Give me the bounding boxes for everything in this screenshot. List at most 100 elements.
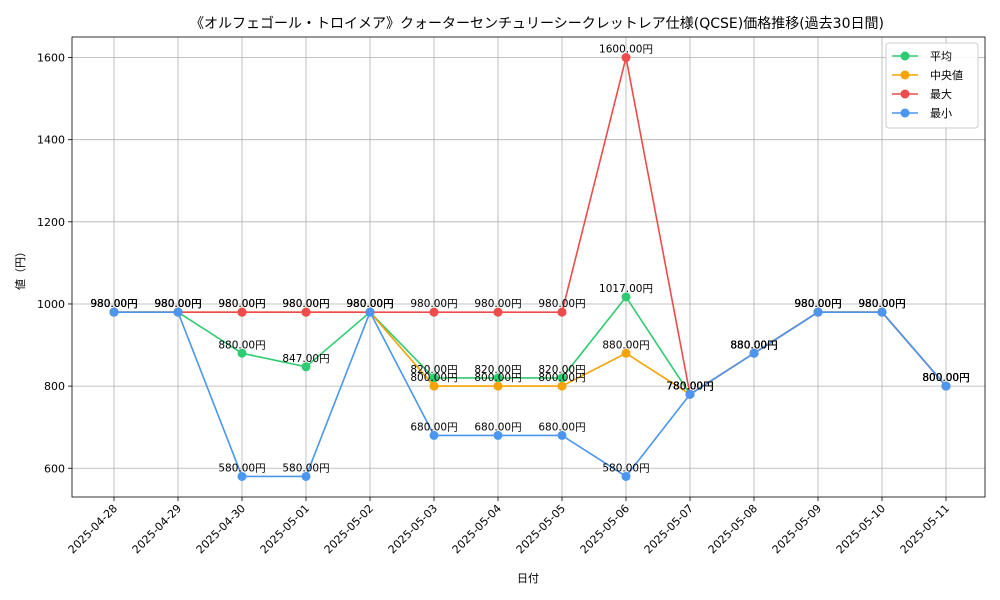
data-label: 800.00円 xyxy=(922,372,969,384)
data-label: 980.00円 xyxy=(794,298,841,310)
legend-label: 最大 xyxy=(930,87,952,101)
data-label: 800.00円 xyxy=(922,372,969,384)
data-label: 847.00円 xyxy=(282,353,329,365)
data-label: 800.00円 xyxy=(538,372,585,384)
data-label: 780.00円 xyxy=(666,380,713,392)
data-label: 980.00円 xyxy=(538,298,585,310)
y-tick-label: 600 xyxy=(44,462,65,475)
data-point xyxy=(429,373,439,383)
data-label: 820.00円 xyxy=(410,364,457,376)
data-label: 820.00円 xyxy=(474,364,521,376)
data-point xyxy=(621,292,631,302)
y-tick-label: 1400 xyxy=(37,134,65,147)
data-point xyxy=(749,348,759,358)
series-layer xyxy=(109,53,951,481)
data-label: 800.00円 xyxy=(922,372,969,384)
legend-marker xyxy=(900,70,910,80)
data-label: 980.00円 xyxy=(474,298,521,310)
data-point xyxy=(237,307,247,317)
data-point xyxy=(301,362,311,372)
data-point xyxy=(237,348,247,358)
data-label: 980.00円 xyxy=(346,298,393,310)
data-label: 980.00円 xyxy=(90,298,137,310)
data-point xyxy=(365,307,375,317)
data-point xyxy=(301,471,311,481)
data-point xyxy=(429,307,439,317)
data-label: 980.00円 xyxy=(90,298,137,310)
data-point xyxy=(621,348,631,358)
data-label: 880.00円 xyxy=(730,339,777,351)
y-tick-label: 800 xyxy=(44,380,65,393)
x-tick-label: 2025-05-09 xyxy=(770,502,824,556)
data-label: 980.00円 xyxy=(858,298,905,310)
data-label: 980.00円 xyxy=(218,298,265,310)
data-label: 800.00円 xyxy=(922,372,969,384)
data-point xyxy=(557,373,567,383)
legend-label: 平均 xyxy=(930,50,952,63)
x-tick-label: 2025-05-11 xyxy=(898,502,952,556)
y-tick-label: 1600 xyxy=(37,52,65,65)
x-tick-label: 2025-04-29 xyxy=(130,502,184,556)
data-point xyxy=(493,430,503,440)
data-label: 580.00円 xyxy=(282,462,329,474)
data-label: 980.00円 xyxy=(154,298,201,310)
data-label: 980.00円 xyxy=(858,298,905,310)
legend-label: 中央値 xyxy=(930,69,963,82)
data-label: 980.00円 xyxy=(858,298,905,310)
data-label: 980.00円 xyxy=(410,298,457,310)
data-label: 780.00円 xyxy=(666,380,713,392)
y-axis-label: 値（円） xyxy=(14,246,27,290)
series-line xyxy=(114,310,947,478)
data-label: 800.00円 xyxy=(474,372,521,384)
data-label: 800.00円 xyxy=(410,372,457,384)
data-point xyxy=(493,381,503,391)
legend-marker xyxy=(900,108,910,118)
data-label: 980.00円 xyxy=(154,298,201,310)
data-labels: 980.00円 980.00円 880.00円 847.00円 980.00円 820.0… xyxy=(90,44,969,475)
data-label: 680.00円 xyxy=(538,421,585,433)
data-point xyxy=(429,381,439,391)
data-label: 580.00円 xyxy=(218,462,265,474)
data-label: 680.00円 xyxy=(474,421,521,433)
data-point xyxy=(301,307,311,317)
legend-box xyxy=(885,42,979,129)
y-tick-label: 1000 xyxy=(37,298,65,311)
data-label: 880.00円 xyxy=(730,339,777,351)
x-tick-label: 2025-05-02 xyxy=(322,502,376,556)
x-tick-label: 2025-04-30 xyxy=(194,502,248,556)
data-label: 980.00円 xyxy=(794,298,841,310)
data-label: 980.00円 xyxy=(90,298,137,310)
x-tick-label: 2025-05-01 xyxy=(258,502,312,556)
data-label: 580.00円 xyxy=(602,462,649,474)
data-label: 1600.00円 xyxy=(599,44,653,56)
data-label: 980.00円 xyxy=(858,298,905,310)
data-point xyxy=(173,307,183,317)
data-point xyxy=(557,381,567,391)
legend-marker xyxy=(900,89,910,99)
data-label: 980.00円 xyxy=(346,298,393,310)
data-point xyxy=(685,389,695,399)
data-point xyxy=(109,307,119,317)
data-label: 980.00円 xyxy=(346,298,393,310)
data-point xyxy=(813,307,823,317)
plot-frame xyxy=(71,36,986,498)
x-tick-label: 2025-04-28 xyxy=(66,502,120,556)
data-point xyxy=(557,430,567,440)
data-label: 980.00円 xyxy=(282,298,329,310)
data-label: 980.00円 xyxy=(794,298,841,310)
data-label: 980.00円 xyxy=(282,298,329,310)
data-point xyxy=(493,373,503,383)
data-point xyxy=(429,430,439,440)
legend-marker xyxy=(900,51,910,61)
grid xyxy=(72,37,985,497)
data-label: 980.00円 xyxy=(90,298,137,310)
x-tick-label: 2025-05-06 xyxy=(578,502,632,556)
data-label: 980.00円 xyxy=(794,298,841,310)
data-label: 880.00円 xyxy=(730,339,777,351)
data-point xyxy=(493,307,503,317)
data-label: 980.00円 xyxy=(154,298,201,310)
x-axis-label: 日付 xyxy=(517,572,539,585)
data-label: 880.00円 xyxy=(730,339,777,351)
x-tick-label: 2025-05-08 xyxy=(706,502,760,556)
data-label: 980.00円 xyxy=(154,298,201,310)
